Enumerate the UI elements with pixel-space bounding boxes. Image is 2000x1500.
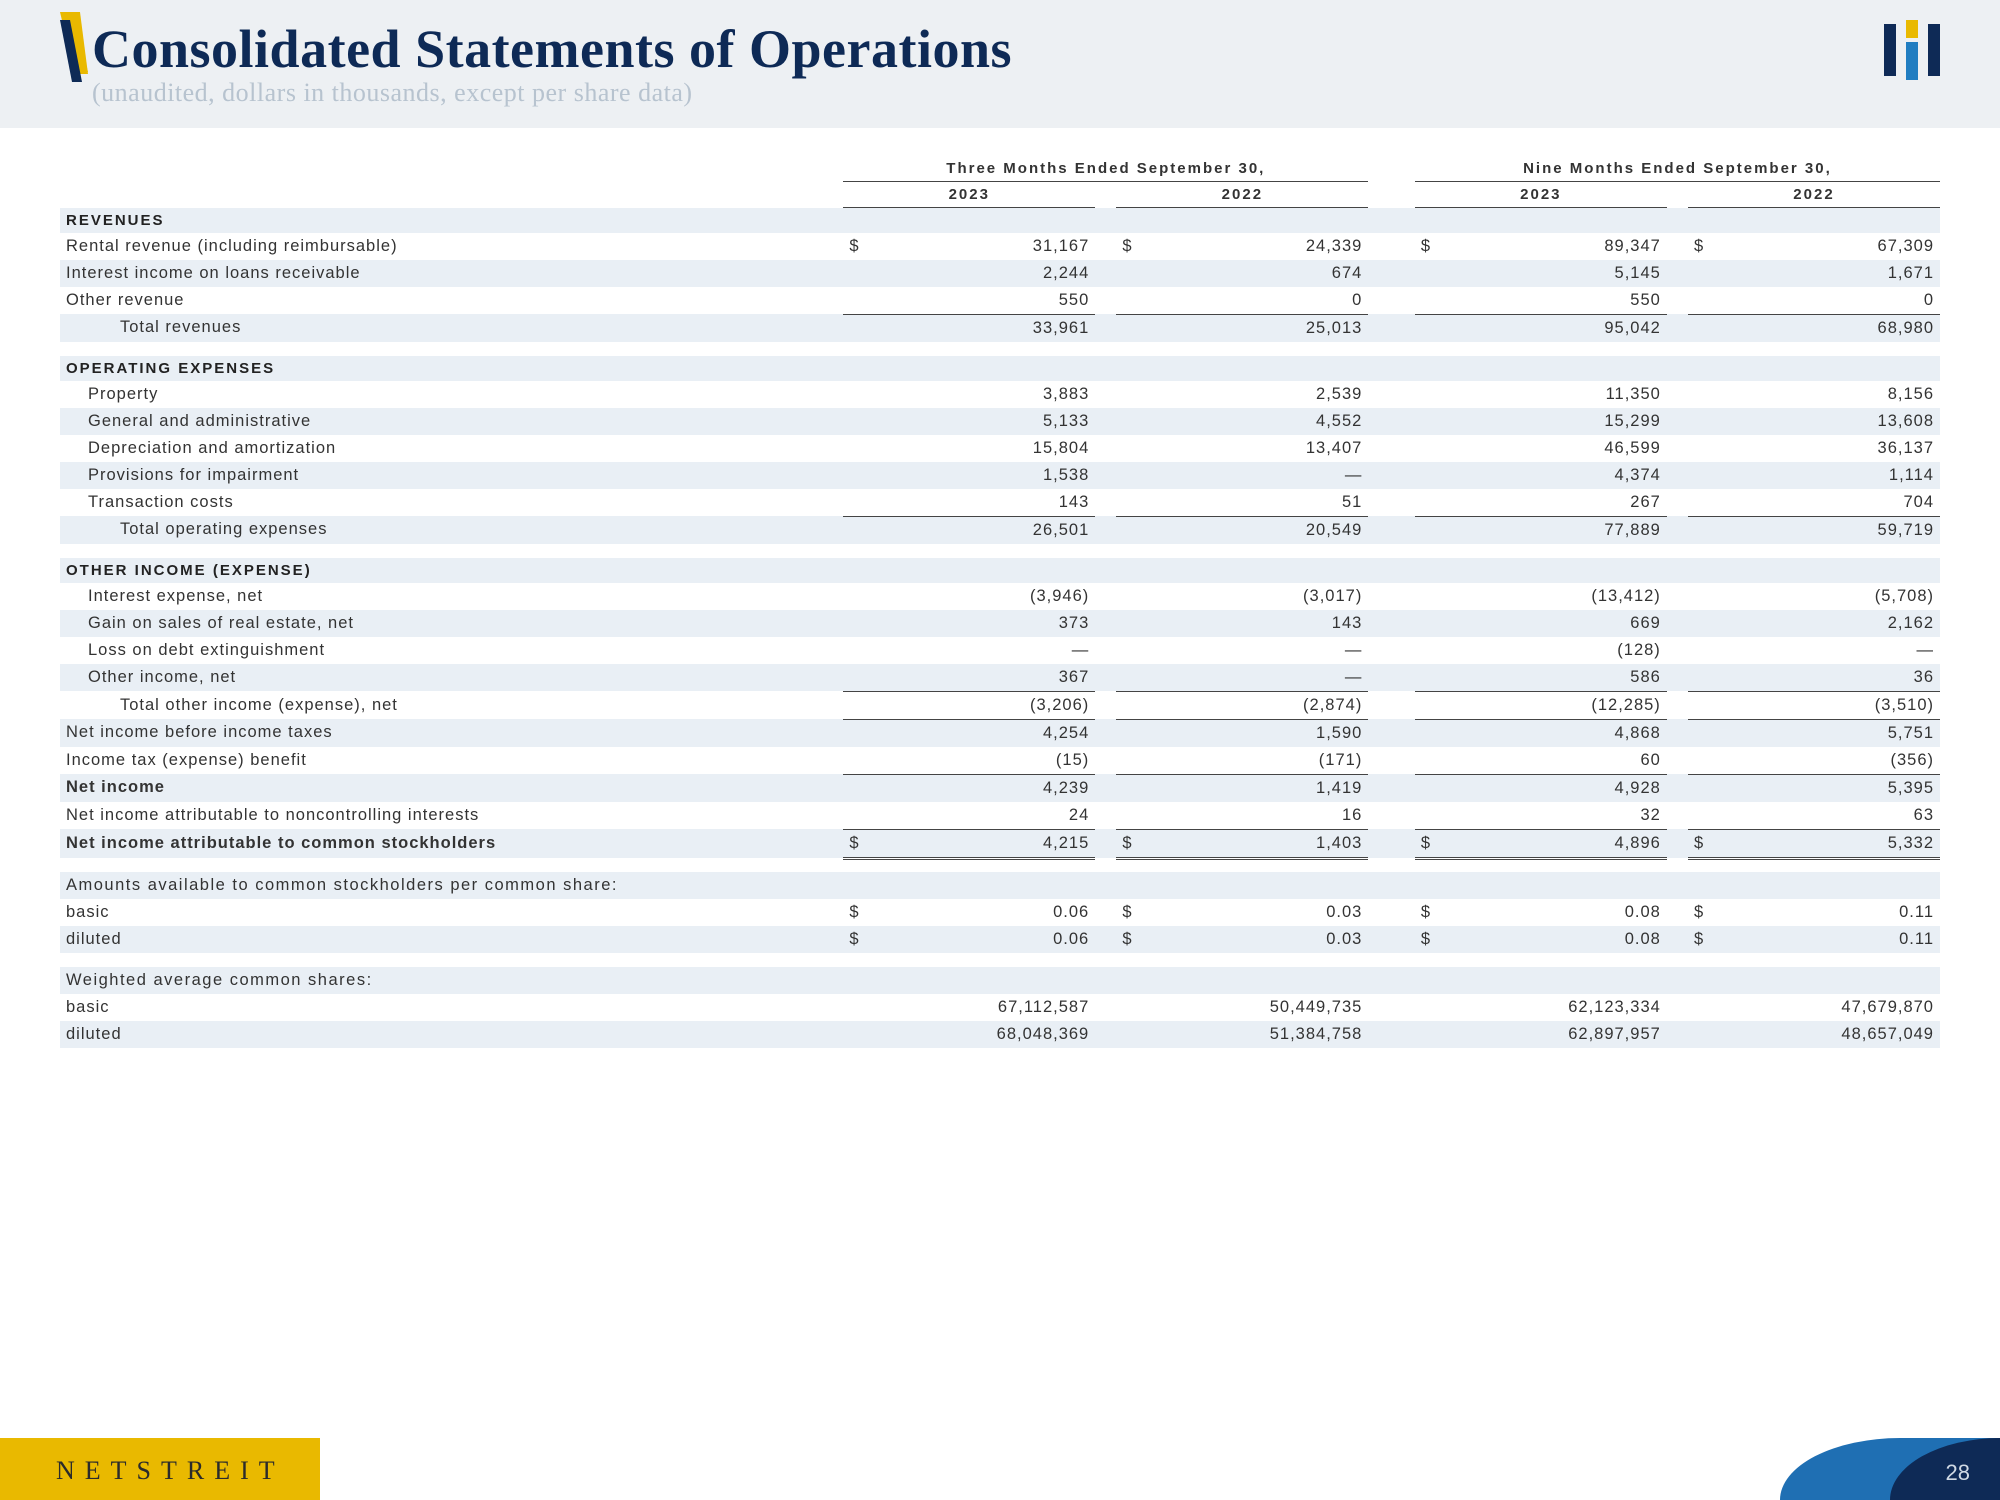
- row-shares-diluted: diluted 68,048,369 51,384,758 62,897,957…: [60, 1021, 1940, 1048]
- row-impair: Provisions for impairment 1,538 — 4,374 …: [60, 462, 1940, 489]
- period-three-months: Three Months Ended September 30,: [843, 156, 1368, 182]
- row-int-loans: Interest income on loans receivable 2,24…: [60, 260, 1940, 287]
- row-property: Property 3,883 2,539 11,350 8,156: [60, 381, 1940, 408]
- page-number: 28: [1946, 1460, 1970, 1486]
- row-tax: Income tax (expense) benefit (15) (171) …: [60, 747, 1940, 775]
- row-ni-common: Net income attributable to common stockh…: [60, 829, 1940, 858]
- section-per-share: Amounts available to common stockholders…: [60, 872, 1940, 899]
- row-da: Depreciation and amortization 15,804 13,…: [60, 435, 1940, 462]
- row-eps-basic: basic $0.06 $0.03 $0.08 $0.11: [60, 899, 1940, 926]
- year-col-0: 2023: [843, 182, 1095, 208]
- page-subtitle: (unaudited, dollars in thousands, except…: [92, 78, 1940, 108]
- row-net-income: Net income 4,239 1,419 4,928 5,395: [60, 774, 1940, 802]
- sec-rev-label: REVENUES: [60, 208, 843, 233]
- row-other-rev: Other revenue 550 0 550 0: [60, 287, 1940, 315]
- header: Consolidated Statements of Operations (u…: [0, 0, 2000, 128]
- year-col-2: 2023: [1415, 182, 1667, 208]
- row-total-other: Total other income (expense), net (3,206…: [60, 691, 1940, 719]
- row-loss-debt: Loss on debt extinguishment — — (128) —: [60, 637, 1940, 664]
- page: Consolidated Statements of Operations (u…: [0, 0, 2000, 1500]
- row-shares-basic: basic 67,112,587 50,449,735 62,123,334 4…: [60, 994, 1940, 1021]
- section-other: OTHER INCOME (EXPENSE): [60, 558, 1940, 583]
- blank-row: [60, 858, 1940, 872]
- content: Three Months Ended September 30, Nine Mo…: [0, 128, 2000, 1048]
- section-opex: OPERATING EXPENSES: [60, 356, 1940, 381]
- company-logo-icon: [1884, 20, 1940, 85]
- row-nibt: Net income before income taxes 4,254 1,5…: [60, 719, 1940, 747]
- blank-row: [60, 953, 1940, 967]
- row-other-inc: Other income, net 367 — 586 36: [60, 664, 1940, 692]
- footer-brand: NETSTREIT: [56, 1456, 285, 1486]
- row-eps-diluted: diluted $0.06 $0.03 $0.08 $0.11: [60, 926, 1940, 953]
- period-nine-months: Nine Months Ended September 30,: [1415, 156, 1940, 182]
- financial-table: Three Months Ended September 30, Nine Mo…: [60, 156, 1940, 1048]
- page-title: Consolidated Statements of Operations: [92, 18, 1940, 80]
- row-rental: Rental revenue (including reimbursable) …: [60, 233, 1940, 260]
- row-int-exp: Interest expense, net (3,946) (3,017) (1…: [60, 583, 1940, 610]
- footer: NETSTREIT 28: [0, 1438, 2000, 1500]
- year-header-row: 2023 2022 2023 2022: [60, 182, 1940, 208]
- row-ga: General and administrative 5,133 4,552 1…: [60, 408, 1940, 435]
- row-nci: Net income attributable to noncontrollin…: [60, 802, 1940, 830]
- period-group-row: Three Months Ended September 30, Nine Mo…: [60, 156, 1940, 182]
- row-txn: Transaction costs 143 51 267 704: [60, 489, 1940, 517]
- row-total-revenues: Total revenues 33,961 25,013 95,042 68,9…: [60, 314, 1940, 342]
- year-col-1: 2022: [1116, 182, 1368, 208]
- row-total-opex: Total operating expenses 26,501 20,549 7…: [60, 516, 1940, 544]
- section-revenues: REVENUES: [60, 208, 1940, 233]
- blank-row: [60, 544, 1940, 558]
- blank-row: [60, 342, 1940, 356]
- year-col-3: 2022: [1688, 182, 1940, 208]
- title-accent-icon: [60, 12, 88, 84]
- section-wavg: Weighted average common shares:: [60, 967, 1940, 994]
- row-gain-re: Gain on sales of real estate, net 373 14…: [60, 610, 1940, 637]
